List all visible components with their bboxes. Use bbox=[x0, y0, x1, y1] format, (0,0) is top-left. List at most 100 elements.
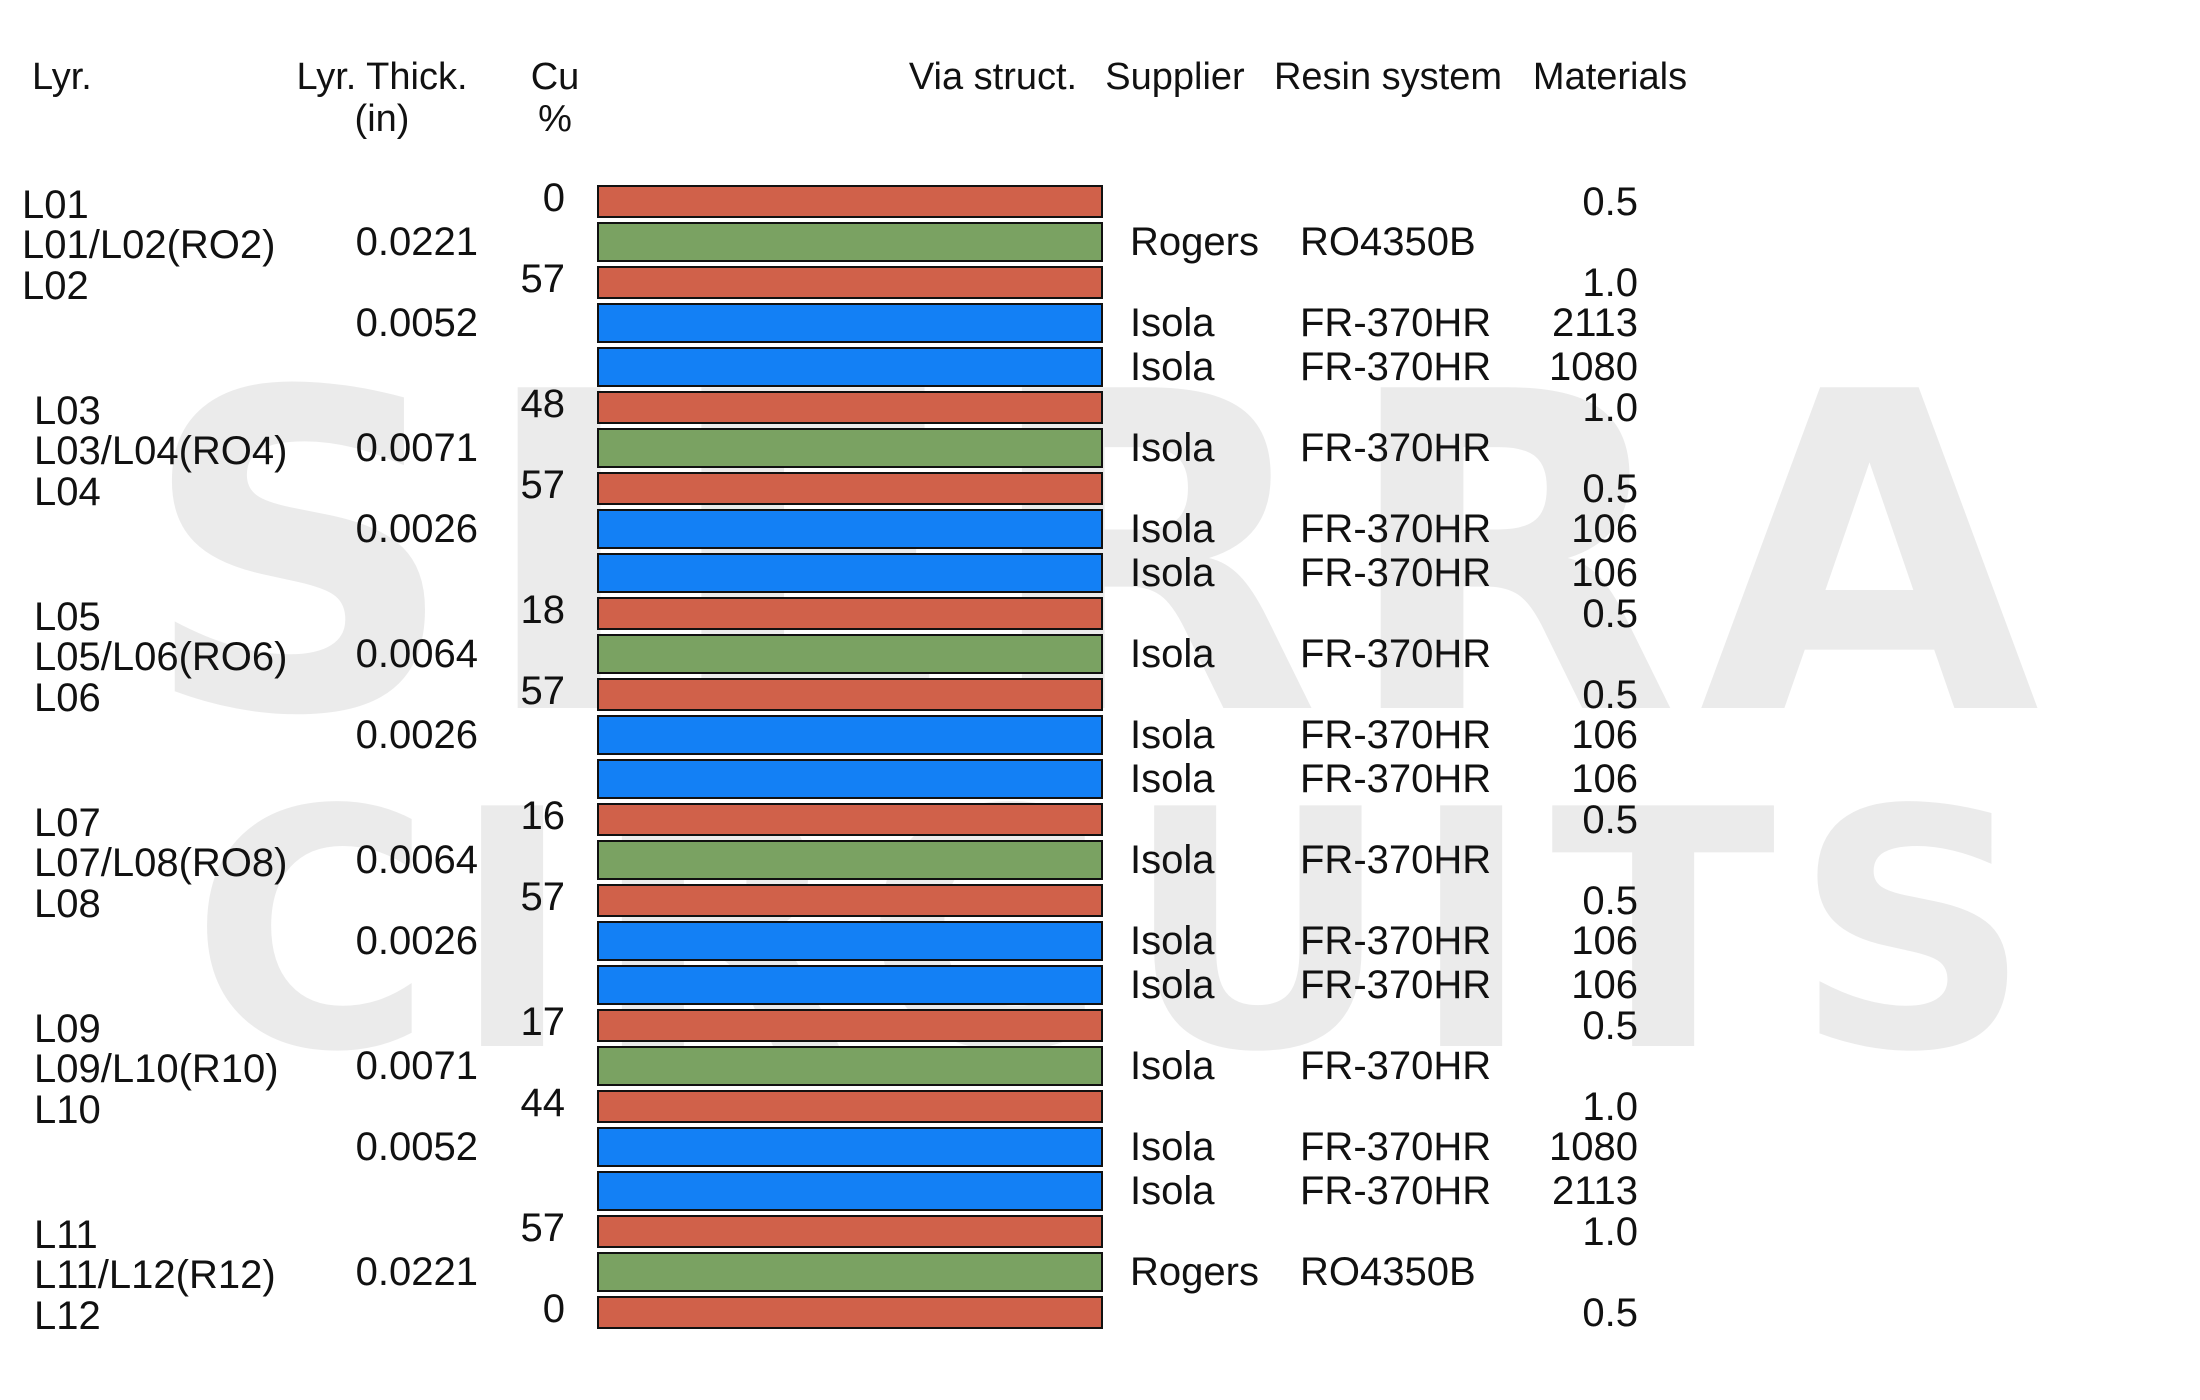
resin-system: FR-370HR bbox=[1300, 713, 1492, 757]
copper-layer-bar bbox=[597, 472, 1103, 505]
core-layer-bar bbox=[597, 1252, 1103, 1292]
supplier-name: Isola bbox=[1130, 632, 1215, 676]
prepreg-layer-bar bbox=[597, 965, 1103, 1005]
layer-label: L06 bbox=[34, 675, 101, 720]
copper-layer-bar bbox=[597, 1090, 1103, 1123]
header-copper-line-2: % bbox=[538, 98, 572, 140]
material-spec: 0.5 bbox=[1582, 179, 1638, 224]
copper-layer-bar bbox=[597, 803, 1103, 836]
copper-percent: 44 bbox=[520, 1080, 566, 1125]
material-spec: 0.5 bbox=[1582, 1003, 1638, 1048]
header-via-structure: Via struct. bbox=[908, 56, 1078, 98]
layer-label: L05 bbox=[34, 594, 101, 639]
prepreg-layer-bar bbox=[597, 1171, 1103, 1211]
layer-label: L02 bbox=[22, 263, 89, 308]
copper-layer-bar bbox=[597, 1215, 1103, 1248]
layer-thickness: 0.0052 bbox=[355, 301, 478, 345]
copper-percent: 17 bbox=[520, 999, 566, 1044]
supplier-name: Isola bbox=[1130, 757, 1215, 801]
material-spec: 1080 bbox=[1549, 345, 1638, 389]
copper-layer-bar bbox=[597, 1009, 1103, 1042]
copper-percent: 0 bbox=[542, 175, 565, 220]
prepreg-layer-bar bbox=[597, 1127, 1103, 1167]
header-thickness: Lyr. Thick. (in) bbox=[262, 56, 502, 140]
material-spec: 0.5 bbox=[1582, 1290, 1638, 1335]
supplier-name: Isola bbox=[1130, 507, 1215, 551]
resin-system: FR-370HR bbox=[1300, 301, 1492, 345]
layer-thickness: 0.0026 bbox=[355, 507, 478, 551]
layer-label: L10 bbox=[34, 1087, 101, 1132]
material-spec: 1.0 bbox=[1582, 1084, 1638, 1129]
supplier-name: Isola bbox=[1130, 963, 1215, 1007]
copper-percent: 48 bbox=[520, 381, 566, 426]
layer-label: L01 bbox=[22, 182, 89, 227]
layer-label: L03 bbox=[34, 388, 101, 433]
resin-system: RO4350B bbox=[1300, 220, 1476, 264]
layer-label: L09 bbox=[34, 1006, 101, 1051]
prepreg-layer-bar bbox=[597, 715, 1103, 755]
material-spec: 1080 bbox=[1549, 1125, 1638, 1169]
supplier-name: Isola bbox=[1130, 1125, 1215, 1169]
resin-system: FR-370HR bbox=[1300, 426, 1492, 470]
supplier-name: Isola bbox=[1130, 1169, 1215, 1213]
layer-label: L01/L02(RO2) bbox=[22, 223, 276, 267]
supplier-name: Isola bbox=[1130, 345, 1215, 389]
material-spec: 1.0 bbox=[1582, 385, 1638, 430]
supplier-name: Isola bbox=[1130, 551, 1215, 595]
resin-system: FR-370HR bbox=[1300, 838, 1492, 882]
layer-label: L07 bbox=[34, 800, 101, 845]
copper-percent: 57 bbox=[520, 462, 566, 507]
copper-layer-bar bbox=[597, 884, 1103, 917]
material-spec: 0.5 bbox=[1582, 797, 1638, 842]
material-spec: 106 bbox=[1571, 507, 1638, 551]
copper-layer-bar bbox=[597, 185, 1103, 218]
resin-system: FR-370HR bbox=[1300, 632, 1492, 676]
material-spec: 106 bbox=[1571, 713, 1638, 757]
material-spec: 0.5 bbox=[1582, 466, 1638, 511]
material-spec: 0.5 bbox=[1582, 591, 1638, 636]
resin-system: FR-370HR bbox=[1300, 1169, 1492, 1213]
resin-system: FR-370HR bbox=[1300, 963, 1492, 1007]
layer-thickness: 0.0026 bbox=[355, 713, 478, 757]
resin-system: FR-370HR bbox=[1300, 919, 1492, 963]
prepreg-layer-bar bbox=[597, 553, 1103, 593]
supplier-name: Rogers bbox=[1130, 1250, 1259, 1294]
layer-thickness: 0.0064 bbox=[355, 838, 478, 882]
layer-thickness: 0.0064 bbox=[355, 632, 478, 676]
layer-label: L08 bbox=[34, 881, 101, 926]
layer-thickness: 0.0221 bbox=[355, 1250, 478, 1294]
resin-system: FR-370HR bbox=[1300, 1044, 1492, 1088]
copper-percent: 57 bbox=[520, 256, 566, 301]
layer-label: L11/L12(R12) bbox=[34, 1253, 276, 1297]
copper-layer-bar bbox=[597, 266, 1103, 299]
header-layer: Lyr. bbox=[32, 56, 92, 98]
prepreg-layer-bar bbox=[597, 509, 1103, 549]
copper-percent: 16 bbox=[520, 793, 566, 838]
header-thickness-line-2: (in) bbox=[354, 98, 410, 140]
material-spec: 106 bbox=[1571, 551, 1638, 595]
supplier-name: Isola bbox=[1130, 426, 1215, 470]
copper-percent: 57 bbox=[520, 1205, 566, 1250]
layer-label: L04 bbox=[34, 469, 101, 514]
copper-percent: 57 bbox=[520, 874, 566, 919]
copper-percent: 0 bbox=[542, 1286, 565, 1331]
copper-percent: 57 bbox=[520, 668, 566, 713]
core-layer-bar bbox=[597, 1046, 1103, 1086]
resin-system: FR-370HR bbox=[1300, 507, 1492, 551]
layer-label: L09/L10(R10) bbox=[34, 1047, 279, 1091]
supplier-name: Isola bbox=[1130, 919, 1215, 963]
resin-system: RO4350B bbox=[1300, 1250, 1476, 1294]
prepreg-layer-bar bbox=[597, 303, 1103, 343]
layer-label: L11 bbox=[34, 1212, 98, 1257]
core-layer-bar bbox=[597, 428, 1103, 468]
header-materials: Materials bbox=[1532, 56, 1688, 98]
core-layer-bar bbox=[597, 222, 1103, 262]
material-spec: 106 bbox=[1571, 919, 1638, 963]
layer-thickness: 0.0052 bbox=[355, 1125, 478, 1169]
resin-system: FR-370HR bbox=[1300, 757, 1492, 801]
supplier-name: Isola bbox=[1130, 1044, 1215, 1088]
header-thickness-line-1: Lyr. Thick. bbox=[296, 56, 468, 98]
supplier-name: Rogers bbox=[1130, 220, 1259, 264]
supplier-name: Isola bbox=[1130, 838, 1215, 882]
